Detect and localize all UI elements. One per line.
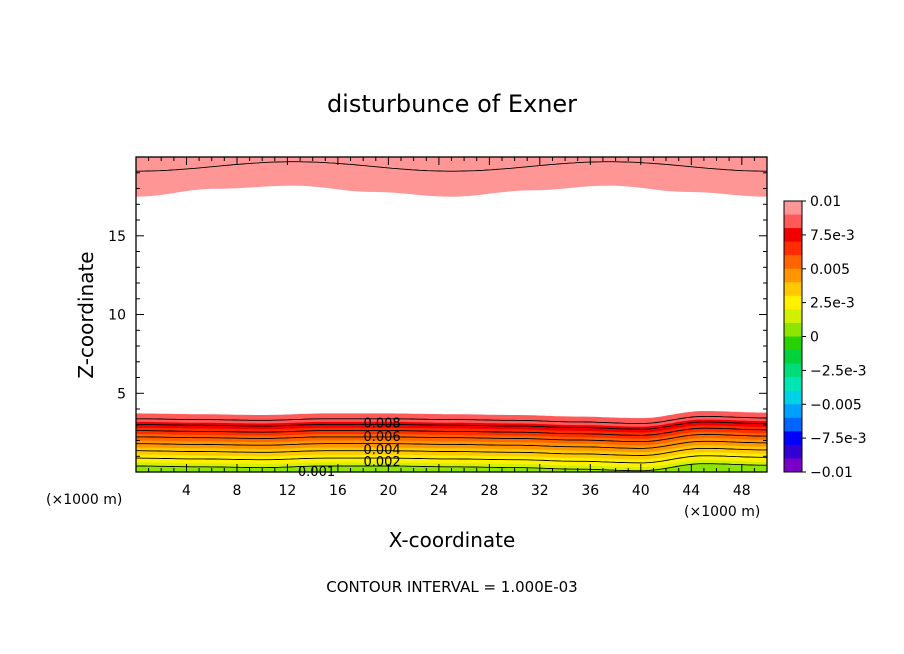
contour-lines bbox=[136, 161, 767, 472]
x-tick-label: 16 bbox=[329, 483, 347, 499]
x-unit-label-left: (×1000 m) bbox=[46, 492, 122, 508]
x-tick-label: 8 bbox=[233, 483, 242, 499]
x-tick-label: 44 bbox=[682, 483, 700, 499]
colorbar-segment bbox=[784, 431, 802, 446]
x-tick-label: 4 bbox=[182, 483, 191, 499]
colorbar-segment bbox=[784, 336, 802, 351]
colorbar-segment bbox=[784, 390, 802, 405]
colorbar-label: −7.5e-3 bbox=[810, 431, 867, 447]
x-tick-label: 32 bbox=[531, 483, 549, 499]
chart-title: disturbunce of Exner bbox=[327, 90, 577, 118]
colorbar-segment bbox=[784, 404, 802, 419]
colorbar-segment bbox=[784, 228, 802, 243]
colorbar-segment bbox=[784, 241, 802, 256]
colorbar-segment bbox=[784, 350, 802, 364]
y-tick-label: 15 bbox=[108, 229, 126, 245]
colorbar-label: 0 bbox=[810, 330, 819, 346]
colorbar-segment bbox=[784, 214, 802, 229]
colorbar-segment bbox=[784, 322, 802, 337]
axis-ticks bbox=[136, 157, 767, 472]
colorbar-segment bbox=[784, 444, 802, 459]
y-axis-title: Z-coordinate bbox=[74, 251, 98, 378]
colorbar-segment bbox=[784, 201, 802, 215]
contour-label: 0.008 bbox=[363, 416, 400, 431]
contour-line bbox=[136, 427, 767, 436]
x-axis-title: X-coordinate bbox=[389, 528, 516, 552]
colorbar-label: −0.005 bbox=[810, 397, 862, 413]
y-tick-label: 5 bbox=[117, 386, 126, 402]
colorbar-segment bbox=[784, 458, 802, 473]
colorbar-segment bbox=[784, 377, 802, 392]
contour-line bbox=[136, 440, 767, 449]
x-tick-label: 24 bbox=[430, 483, 448, 499]
x-tick-label: 12 bbox=[278, 483, 296, 499]
colorbar-segment bbox=[784, 268, 802, 283]
contour-label: 0.004 bbox=[363, 443, 400, 458]
colorbar-label: 2.5e-3 bbox=[810, 296, 855, 312]
contour-label: 0.006 bbox=[363, 430, 400, 445]
colorbar-segment bbox=[784, 309, 802, 324]
contour-line bbox=[136, 434, 767, 443]
colorbar-label: 7.5e-3 bbox=[810, 228, 855, 244]
x-tick-label: 20 bbox=[379, 483, 397, 499]
contour-label: 0.001 bbox=[298, 465, 335, 480]
contour-line bbox=[136, 421, 767, 430]
x-unit-label-right: (×1000 m) bbox=[684, 504, 760, 520]
x-tick-label: 36 bbox=[581, 483, 599, 499]
colorbar-segment bbox=[784, 363, 802, 378]
colorbar-label: −2.5e-3 bbox=[810, 363, 867, 379]
y-tick-label: 10 bbox=[108, 308, 126, 324]
colorbar-segment bbox=[784, 255, 802, 270]
colorbar-segment bbox=[784, 295, 802, 310]
contour-line bbox=[136, 447, 767, 456]
x-tick-labels: 4 8 12 16 20 24 28 32 36 40 44 48 bbox=[182, 483, 751, 499]
colorbar-segment bbox=[784, 282, 802, 297]
x-tick-label: 28 bbox=[480, 483, 498, 499]
x-tick-label: 40 bbox=[632, 483, 650, 499]
y-tick-labels: 5 10 15 bbox=[108, 229, 126, 402]
contour-line bbox=[136, 415, 767, 424]
contour-line bbox=[136, 463, 767, 472]
x-tick-label: 48 bbox=[733, 483, 751, 499]
colorbar-labels: 0.01 7.5e-3 0.005 2.5e-3 0 −2.5e-3 −0.005 −7.5e… bbox=[802, 194, 867, 481]
colorbar bbox=[783, 200, 803, 473]
colorbar-label: −0.01 bbox=[810, 465, 853, 481]
colorbar-segment bbox=[784, 417, 802, 432]
contour-label: 0.002 bbox=[363, 455, 400, 470]
contour-line bbox=[136, 161, 767, 172]
colorbar-label: 0.005 bbox=[810, 262, 850, 278]
contour-line bbox=[136, 455, 767, 464]
contour-interval-note: CONTOUR INTERVAL = 1.000E-03 bbox=[326, 578, 577, 596]
colorbar-label: 0.01 bbox=[810, 194, 841, 210]
